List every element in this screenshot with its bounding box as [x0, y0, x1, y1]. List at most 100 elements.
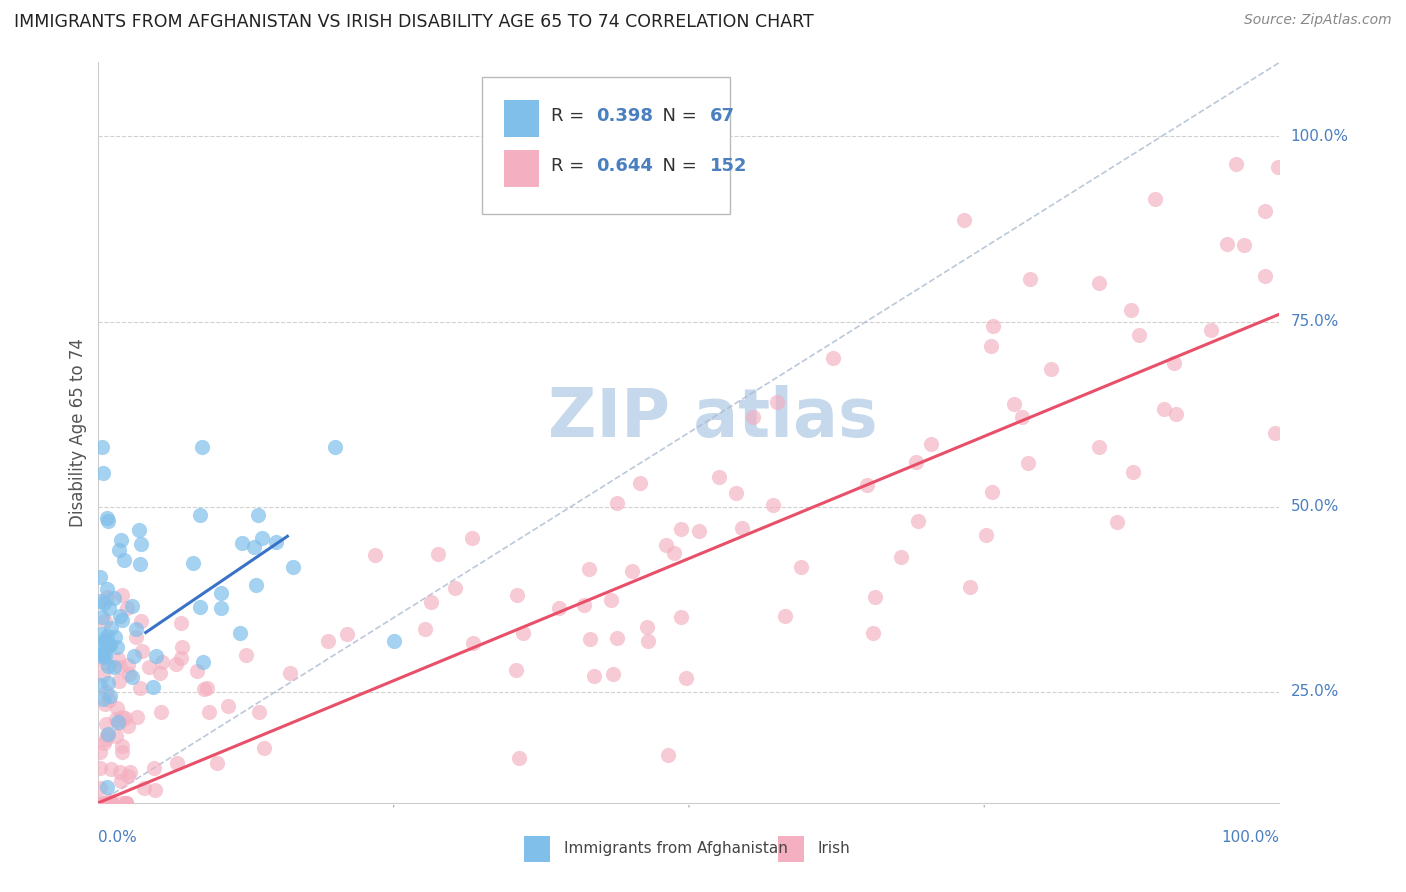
Point — [97, 638, 120, 652]
Point — [93, 655, 115, 669]
Text: N =: N = — [651, 108, 703, 126]
Point — [235, 648, 257, 662]
Text: 100.0%: 100.0% — [1291, 129, 1348, 144]
Point — [1163, 356, 1185, 370]
Point — [94, 732, 117, 747]
Point — [636, 619, 658, 633]
Point — [89, 780, 111, 795]
Point — [103, 591, 125, 606]
Point — [104, 712, 127, 726]
Point — [98, 638, 121, 652]
Point — [94, 632, 117, 647]
Point — [572, 598, 595, 612]
Point — [104, 729, 127, 743]
Point — [862, 625, 884, 640]
Point — [278, 665, 301, 680]
Point — [186, 664, 208, 678]
Point — [953, 213, 976, 227]
Point — [229, 625, 252, 640]
Point — [108, 673, 131, 688]
Point — [741, 410, 763, 425]
Point — [90, 609, 112, 624]
Bar — [503, 150, 538, 186]
Point — [112, 553, 135, 567]
Point — [103, 630, 125, 644]
Point — [98, 796, 121, 810]
Point — [129, 537, 152, 551]
Point — [188, 599, 211, 614]
Point — [132, 781, 155, 796]
Point — [669, 610, 692, 624]
Text: R =: R = — [551, 108, 589, 126]
Bar — [778, 836, 803, 862]
Point — [94, 716, 117, 731]
Point — [122, 648, 145, 663]
Point — [142, 761, 165, 775]
Point — [974, 527, 997, 541]
Point — [89, 796, 111, 810]
Point — [181, 556, 204, 570]
Point — [1122, 466, 1144, 480]
Point — [856, 478, 879, 492]
Point — [1164, 407, 1187, 421]
Text: Source: ZipAtlas.com: Source: ZipAtlas.com — [1244, 13, 1392, 28]
Point — [128, 524, 150, 538]
Point — [1216, 236, 1239, 251]
Point — [512, 626, 534, 640]
Point — [96, 629, 118, 643]
Point — [110, 765, 132, 780]
Point — [94, 698, 117, 712]
Point — [823, 351, 845, 365]
Point — [463, 636, 485, 650]
Point — [125, 623, 148, 637]
Point — [217, 698, 239, 713]
Point — [110, 533, 132, 548]
Point — [90, 647, 112, 661]
Text: 50.0%: 50.0% — [1291, 500, 1339, 514]
Point — [253, 741, 276, 756]
Text: 0.398: 0.398 — [596, 108, 652, 126]
Point — [105, 700, 128, 714]
Point — [582, 669, 605, 683]
Point — [125, 630, 148, 644]
Point — [628, 476, 651, 491]
Point — [264, 534, 287, 549]
Point — [96, 511, 118, 525]
Point — [1018, 271, 1040, 285]
Text: Irish: Irish — [818, 841, 851, 856]
Point — [191, 656, 214, 670]
Point — [103, 660, 125, 674]
Point — [93, 633, 115, 648]
Point — [141, 680, 163, 694]
Point — [108, 609, 131, 624]
Point — [657, 747, 679, 762]
Point — [1011, 410, 1033, 425]
Point — [94, 614, 117, 628]
Point — [111, 746, 134, 760]
Point — [620, 565, 643, 579]
Point — [578, 562, 600, 576]
Bar — [503, 100, 538, 137]
Point — [93, 796, 115, 810]
Point — [725, 486, 748, 500]
Point — [242, 540, 264, 554]
Point — [108, 660, 131, 674]
Point — [1088, 440, 1111, 454]
Point — [143, 783, 166, 797]
Point — [707, 469, 730, 483]
Point — [94, 645, 117, 659]
Point — [170, 651, 193, 665]
Point — [415, 622, 437, 636]
Point — [89, 746, 111, 760]
Point — [983, 318, 1005, 333]
Point — [198, 706, 221, 720]
Point — [364, 549, 387, 563]
Point — [205, 756, 228, 770]
Text: Immigrants from Afghanistan: Immigrants from Afghanistan — [564, 841, 787, 856]
Point — [117, 657, 139, 672]
Point — [209, 586, 232, 600]
Point — [94, 685, 117, 699]
Point — [111, 710, 134, 724]
Point — [96, 727, 118, 741]
Point — [1128, 328, 1150, 343]
